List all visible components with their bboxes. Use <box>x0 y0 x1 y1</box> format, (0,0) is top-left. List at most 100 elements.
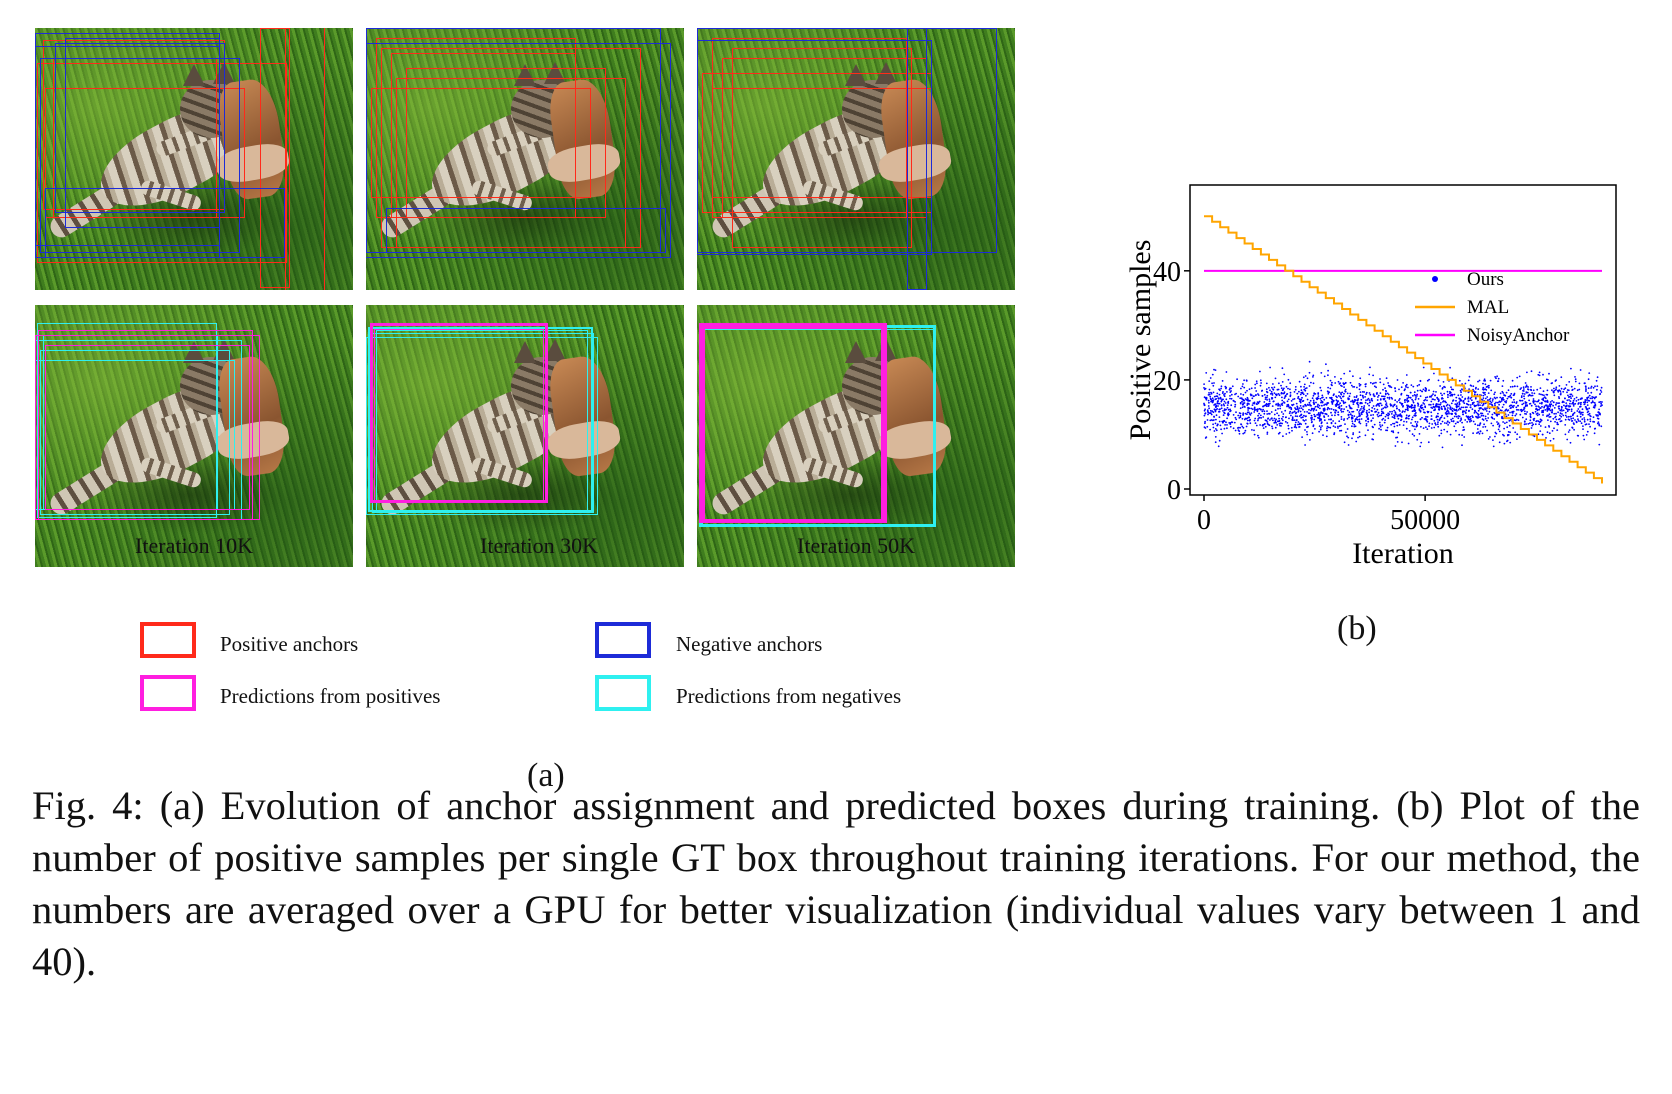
ours-point <box>1329 387 1332 390</box>
ours-point <box>1289 388 1291 391</box>
ours-point <box>1473 393 1476 396</box>
ours-point <box>1599 401 1602 403</box>
ours-point <box>1440 402 1442 404</box>
ours-point <box>1558 397 1561 400</box>
ours-point <box>1373 423 1376 426</box>
ours-point <box>1344 381 1347 384</box>
ours-point <box>1277 393 1280 395</box>
ours-point <box>1299 422 1301 425</box>
ours-point <box>1313 403 1315 406</box>
ours-point <box>1203 396 1206 399</box>
ours-point <box>1291 429 1293 432</box>
ours-point <box>1246 422 1249 425</box>
ours-point <box>1522 390 1525 392</box>
ours-point <box>1427 441 1430 444</box>
ours-point <box>1397 431 1400 434</box>
ours-point <box>1570 415 1572 418</box>
ours-point <box>1373 395 1376 398</box>
ours-point <box>1470 420 1473 422</box>
ours-point <box>1356 416 1358 419</box>
ours-point <box>1393 425 1396 428</box>
ours-point <box>1566 410 1569 413</box>
ours-point <box>1579 415 1582 418</box>
ours-point <box>1413 393 1416 396</box>
ours-point <box>1503 427 1505 430</box>
ours-point <box>1551 411 1553 414</box>
ours-point <box>1277 402 1279 405</box>
ours-point <box>1437 425 1440 428</box>
ours-point <box>1418 433 1421 435</box>
ours-point <box>1503 442 1506 445</box>
ours-point <box>1291 412 1293 414</box>
x-axis-label: Iteration <box>1352 537 1454 570</box>
ours-point <box>1369 401 1371 403</box>
ours-point <box>1536 408 1539 411</box>
ours-point <box>1317 395 1320 397</box>
ours-point <box>1537 405 1540 408</box>
ours-point <box>1238 417 1241 419</box>
ours-point <box>1476 428 1479 430</box>
ours-point <box>1581 414 1584 416</box>
ours-point <box>1340 411 1343 413</box>
ours-point <box>1569 400 1572 402</box>
ours-point <box>1512 427 1515 429</box>
ours-point <box>1300 398 1302 401</box>
ours-point <box>1467 396 1470 399</box>
ours-point <box>1278 394 1281 397</box>
ours-point <box>1443 422 1446 424</box>
ours-point <box>1243 379 1245 382</box>
ours-point <box>1511 379 1514 382</box>
panel-predictions-30k <box>366 305 684 567</box>
ours-point <box>1229 425 1232 428</box>
ours-point <box>1471 415 1474 417</box>
ours-point <box>1250 407 1253 410</box>
ours-point <box>1272 400 1275 403</box>
ours-point <box>1311 416 1313 419</box>
pred-positives-label: Predictions from positives <box>220 684 441 708</box>
ours-point <box>1402 424 1405 426</box>
ours-point <box>1549 405 1552 407</box>
y-tick-label: 20 <box>1153 366 1181 397</box>
ours-point <box>1367 429 1369 431</box>
ours-point <box>1303 383 1306 386</box>
ours-point <box>1571 389 1574 391</box>
ours-point <box>1434 394 1436 397</box>
ours-point <box>1436 418 1439 421</box>
ours-point <box>1376 399 1379 401</box>
ours-point <box>1365 424 1368 427</box>
ours-point <box>1513 392 1516 395</box>
ours-point <box>1562 409 1565 412</box>
ours-point <box>1405 414 1408 417</box>
ours-point <box>1212 423 1214 426</box>
ours-point <box>1278 382 1280 385</box>
ours-point <box>1570 393 1573 396</box>
ours-point <box>1569 441 1572 444</box>
ours-point <box>1588 407 1591 410</box>
ours-point <box>1506 434 1509 436</box>
ours-point <box>1315 401 1317 404</box>
ours-point <box>1470 399 1473 402</box>
ours-point <box>1545 437 1547 439</box>
ours-point <box>1332 408 1335 411</box>
ours-point <box>1426 396 1429 398</box>
ours-point <box>1445 412 1447 414</box>
ours-point <box>1513 385 1516 387</box>
panel-anchors-30k <box>366 28 684 290</box>
ours-point <box>1372 438 1374 441</box>
ours-point <box>1542 414 1544 416</box>
ours-point <box>1546 389 1549 392</box>
ours-point <box>1227 400 1230 403</box>
ours-point <box>1340 408 1343 410</box>
ours-point <box>1378 414 1381 417</box>
ours-point <box>1350 384 1353 387</box>
ours-point <box>1563 388 1565 391</box>
ours-point <box>1351 425 1353 428</box>
ours-point <box>1586 408 1589 411</box>
ours-point <box>1221 432 1223 435</box>
ours-point <box>1589 418 1592 420</box>
ours-point <box>1313 418 1316 421</box>
ours-point <box>1239 402 1242 405</box>
ours-point <box>1343 408 1345 410</box>
ours-point <box>1356 418 1359 421</box>
ours-point <box>1382 407 1385 410</box>
